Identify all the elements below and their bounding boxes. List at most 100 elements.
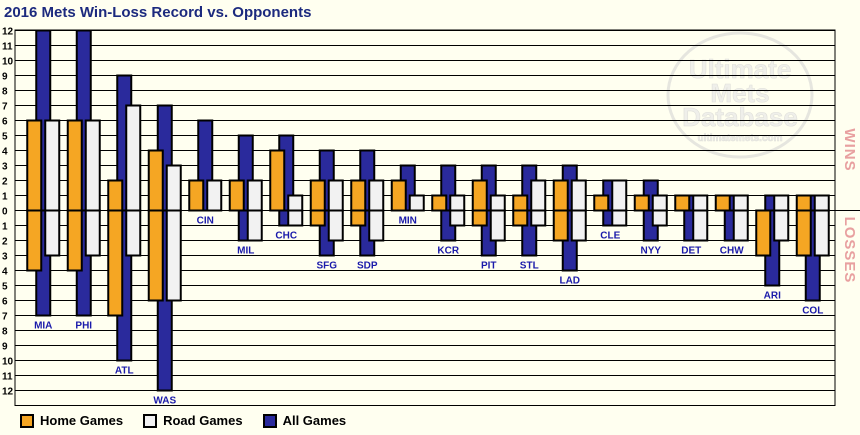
y-tick-loss-4: 4 [2, 267, 8, 278]
y-tick-win-5: 5 [2, 132, 8, 143]
bar-road-losses-mil [246, 209, 263, 242]
bar-road-losses-ari [773, 209, 790, 242]
y-tick-win-3: 3 [2, 162, 8, 173]
team-label-phi: PHI [75, 321, 92, 332]
bar-road-wins-det [692, 194, 709, 212]
bar-road-wins-mia [44, 119, 61, 212]
bar-road-wins-kcr [449, 194, 466, 212]
bar-home-wins-nyy [633, 194, 650, 212]
bar-road-wins-ari [773, 194, 790, 212]
bar-road-wins-phi [84, 119, 101, 212]
bar-home-wins-mia [26, 119, 43, 212]
y-tick-win-8: 8 [2, 87, 8, 98]
road-swatch [143, 413, 158, 428]
watermark-line2: Mets [710, 78, 769, 108]
y-tick-win-12: 12 [2, 27, 14, 38]
bar-road-wins-atl [125, 104, 142, 212]
bar-home-losses-was [147, 209, 164, 302]
legend-all-label: All Games [282, 413, 347, 428]
bars [26, 29, 830, 392]
team-labels: MIA PHI ATL WAS CIN MIL CHC SFG SDP MIN KCR PIT STL L… [34, 216, 823, 407]
losses-side-label: LOSSES [841, 217, 858, 284]
y-tick-loss-10: 10 [2, 357, 14, 368]
legend-road-label: Road Games [163, 413, 243, 428]
chart-title: 2016 Mets Win-Loss Record vs. Opponents [4, 4, 312, 21]
bar-road-losses-mia [44, 209, 61, 257]
y-tick-win-10: 10 [2, 57, 14, 68]
bar-road-losses-cle [611, 209, 628, 227]
bar-road-losses-stl [530, 209, 547, 227]
y-tick-loss-1: 1 [2, 222, 8, 233]
bar-road-wins-chw [732, 194, 749, 212]
legend-all: All Games [262, 413, 347, 428]
watermark-url: ultimatemets.com [697, 133, 782, 144]
bar-road-losses-lad [570, 209, 587, 242]
legend-home-label: Home Games [40, 413, 124, 428]
all-swatch [262, 413, 277, 428]
bar-road-wins-pit [489, 194, 506, 212]
y-tick-loss-11: 11 [2, 372, 13, 383]
team-label-sdp: SDP [357, 261, 378, 272]
team-label-ari: ARI [764, 291, 781, 302]
team-label-kcr: KCR [437, 246, 459, 257]
team-label-sfg: SFG [316, 261, 337, 272]
bar-home-wins-chc [269, 149, 286, 212]
bar-home-losses-mia [26, 209, 43, 272]
team-label-atl: ATL [115, 366, 134, 377]
y-tick-loss-12: 12 [2, 387, 14, 398]
y-tick-win-9: 9 [2, 72, 8, 83]
bar-road-losses-nyy [651, 209, 668, 227]
bar-road-losses-sdp [368, 209, 385, 242]
y-tick-win-2: 2 [2, 177, 8, 188]
y-tick-win-11: 11 [2, 42, 13, 53]
bar-home-wins-phi [66, 119, 83, 212]
bar-road-wins-sfg [327, 179, 344, 212]
team-label-chc: CHC [275, 231, 297, 242]
bar-home-wins-lad [552, 179, 569, 212]
bar-road-losses-sfg [327, 209, 344, 242]
bar-home-wins-sfg [309, 179, 326, 212]
legend-road: Road Games [143, 413, 243, 428]
bar-home-losses-pit [471, 209, 488, 227]
bar-road-losses-atl [125, 209, 142, 257]
watermark-line1: Ultimate [689, 54, 792, 84]
bar-road-wins-min [408, 194, 425, 212]
bar-home-wins-cle [593, 194, 610, 212]
y-tick-zero: 0 [2, 207, 8, 218]
y-tick-win-7: 7 [2, 102, 8, 113]
bar-home-wins-col [795, 194, 812, 212]
bar-home-wins-stl [512, 194, 529, 212]
watermark-logo: Ultimate Mets Database ultimatemets.com [666, 31, 814, 159]
team-label-mia: MIA [34, 321, 52, 332]
y-tick-loss-7: 7 [2, 312, 8, 323]
y-tick-loss-2: 2 [2, 237, 8, 248]
bar-road-wins-cin [206, 179, 223, 212]
bar-road-wins-lad [570, 179, 587, 212]
bar-road-losses-col [813, 209, 830, 257]
team-label-cle: CLE [600, 231, 620, 242]
bar-road-wins-stl [530, 179, 547, 212]
bar-home-wins-chw [714, 194, 731, 212]
bar-home-wins-pit [471, 179, 488, 212]
bar-road-losses-phi [84, 209, 101, 257]
team-label-det: DET [681, 246, 701, 257]
team-label-was: WAS [153, 396, 176, 407]
legend: Home Games Road Games All Games [20, 413, 346, 428]
bar-road-losses-pit [489, 209, 506, 242]
team-label-mil: MIL [237, 246, 254, 257]
bar-home-losses-sfg [309, 209, 326, 227]
bar-home-wins-was [147, 149, 164, 212]
bar-home-losses-stl [512, 209, 529, 227]
bar-home-wins-cin [188, 179, 205, 212]
legend-home: Home Games [20, 413, 123, 428]
bar-home-wins-mil [228, 179, 245, 212]
bar-road-wins-cle [611, 179, 628, 212]
team-label-cin: CIN [197, 216, 214, 227]
team-label-min: MIN [399, 216, 417, 227]
bar-home-wins-det [674, 194, 691, 212]
y-tick-loss-3: 3 [2, 252, 8, 263]
bar-road-losses-kcr [449, 209, 466, 227]
y-tick-win-4: 4 [2, 147, 8, 158]
